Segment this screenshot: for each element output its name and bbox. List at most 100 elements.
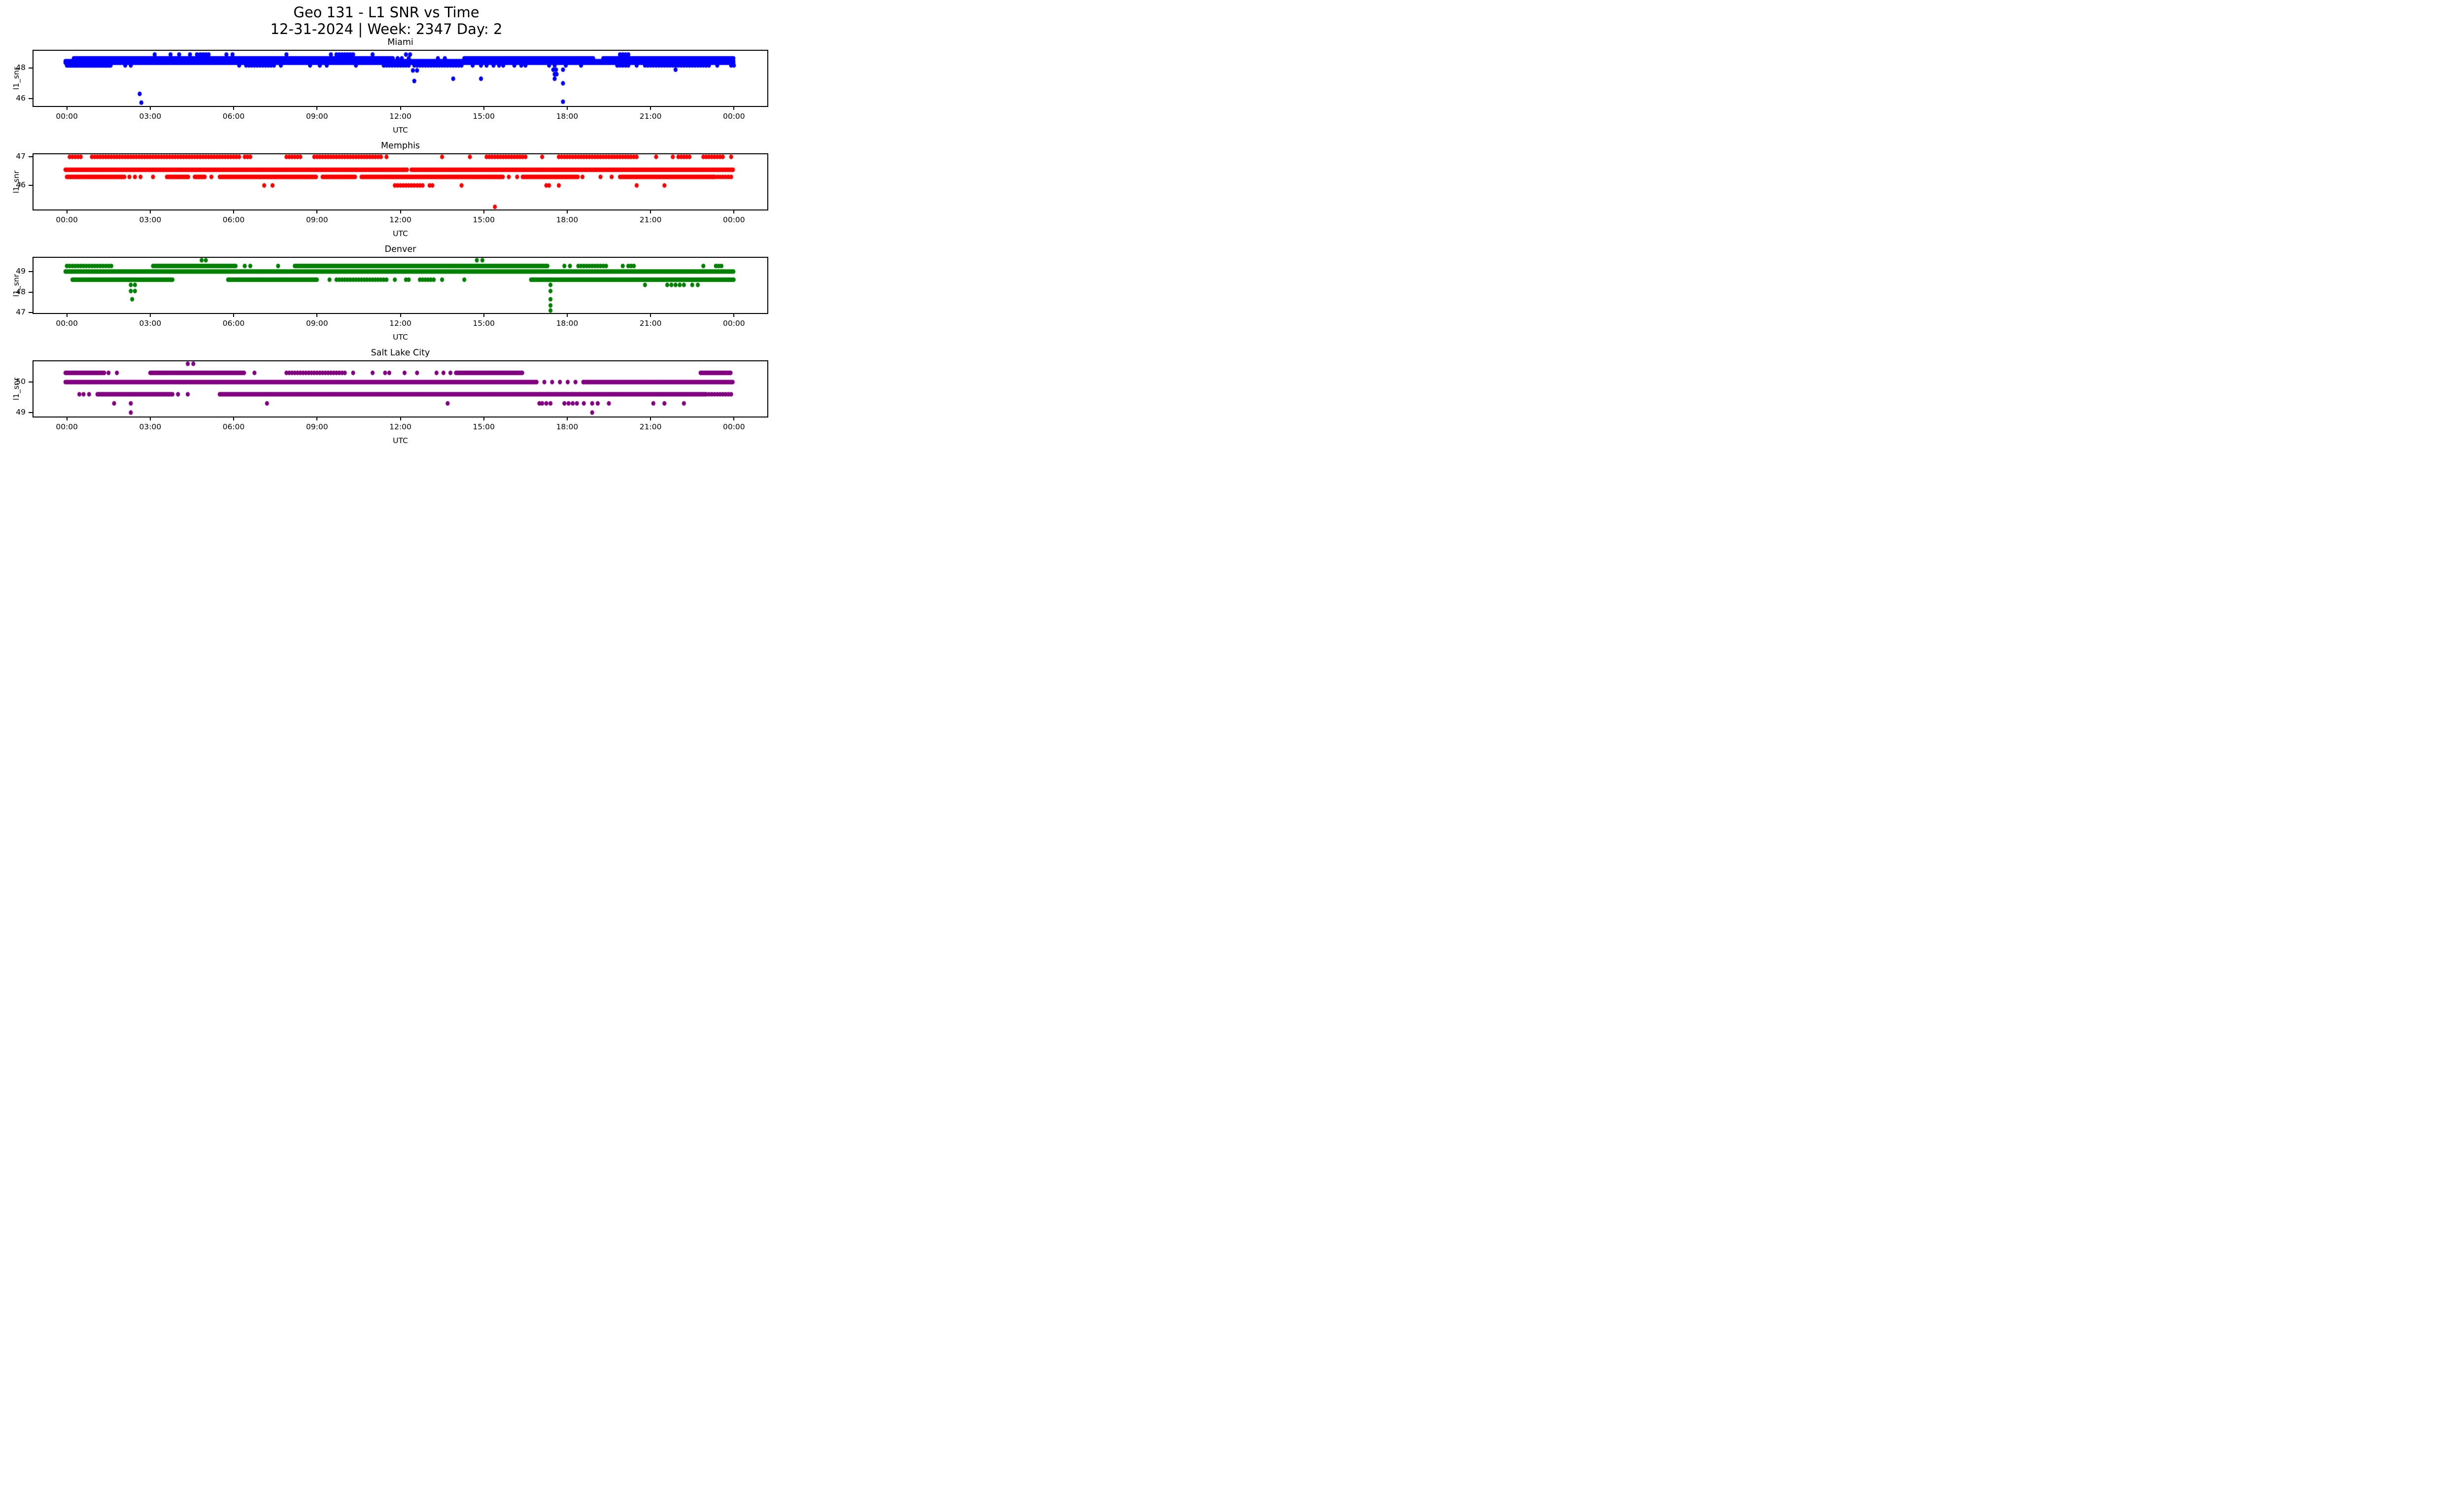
- subplot-title: Denver: [384, 244, 416, 254]
- x-tick-mark: [316, 417, 318, 420]
- x-tick-label: 12:00: [389, 215, 411, 224]
- x-axis-label: UTC: [393, 126, 408, 135]
- x-tick-label: 18:00: [556, 422, 579, 431]
- y-tick-label: 46: [16, 180, 26, 190]
- x-tick-label: 00:00: [722, 319, 745, 328]
- x-tick-mark: [149, 106, 151, 110]
- y-tick-mark: [29, 98, 33, 99]
- x-tick-mark: [233, 209, 235, 213]
- x-tick-mark: [316, 313, 318, 317]
- y-tick-label: 47: [16, 152, 26, 161]
- x-tick-label: 00:00: [722, 422, 745, 431]
- y-tick-label: 49: [16, 266, 26, 276]
- x-axis-label: UTC: [393, 333, 408, 342]
- x-tick-label: 00:00: [56, 215, 78, 224]
- x-tick-mark: [733, 106, 735, 110]
- x-tick-label: 03:00: [139, 422, 162, 431]
- x-tick-mark: [316, 209, 318, 213]
- x-tick-label: 00:00: [56, 319, 78, 328]
- subplot-title: Salt Lake City: [371, 348, 430, 358]
- y-axis-label: l1_snr: [12, 377, 21, 401]
- y-tick-label: 50: [16, 377, 26, 386]
- y-tick-label: 46: [16, 93, 26, 103]
- y-axis-label: l1_snr: [12, 67, 21, 90]
- x-tick-mark: [650, 209, 651, 213]
- x-tick-mark: [483, 106, 484, 110]
- figure-title: Geo 131 - L1 SNR vs Time: [293, 4, 479, 21]
- x-tick-label: 18:00: [556, 215, 579, 224]
- figure: Geo 131 - L1 SNR vs Time 12-31-2024 | We…: [0, 0, 773, 449]
- y-tick-mark: [29, 156, 33, 158]
- x-tick-label: 00:00: [722, 112, 745, 121]
- x-tick-mark: [483, 313, 484, 317]
- x-tick-mark: [316, 106, 318, 110]
- x-tick-label: 15:00: [473, 112, 495, 121]
- x-tick-mark: [149, 417, 151, 420]
- scatter-canvas: [34, 154, 767, 209]
- x-tick-mark: [483, 417, 484, 420]
- x-tick-label: 06:00: [222, 215, 245, 224]
- x-tick-label: 15:00: [473, 422, 495, 431]
- x-tick-label: 00:00: [56, 112, 78, 121]
- x-tick-label: 12:00: [389, 422, 411, 431]
- x-tick-mark: [733, 417, 735, 420]
- x-tick-label: 06:00: [222, 112, 245, 121]
- x-tick-mark: [233, 106, 235, 110]
- x-tick-label: 12:00: [389, 112, 411, 121]
- y-tick-mark: [29, 291, 33, 293]
- y-tick-label: 49: [16, 407, 26, 417]
- x-tick-mark: [566, 417, 568, 420]
- x-tick-mark: [650, 313, 651, 317]
- y-axis-label: l1_snr: [12, 274, 21, 297]
- scatter-canvas: [34, 51, 767, 106]
- x-tick-label: 03:00: [139, 319, 162, 328]
- plot-area: [29, 50, 768, 110]
- x-tick-mark: [566, 209, 568, 213]
- x-tick-label: 03:00: [139, 112, 162, 121]
- x-tick-label: 21:00: [639, 215, 662, 224]
- plot-area: [29, 360, 768, 420]
- x-tick-mark: [66, 417, 68, 420]
- x-tick-mark: [733, 313, 735, 317]
- x-tick-mark: [650, 417, 651, 420]
- x-tick-label: 06:00: [222, 319, 245, 328]
- x-tick-mark: [66, 106, 68, 110]
- plot-area: [29, 153, 768, 213]
- x-tick-label: 18:00: [556, 319, 579, 328]
- y-tick-mark: [29, 312, 33, 313]
- x-tick-label: 00:00: [56, 422, 78, 431]
- x-tick-mark: [733, 209, 735, 213]
- x-tick-mark: [66, 209, 68, 213]
- x-tick-label: 21:00: [639, 319, 662, 328]
- x-tick-mark: [66, 313, 68, 317]
- x-tick-label: 00:00: [722, 215, 745, 224]
- x-tick-mark: [149, 313, 151, 317]
- x-tick-mark: [233, 313, 235, 317]
- x-tick-mark: [566, 106, 568, 110]
- y-tick-label: 48: [16, 63, 26, 72]
- x-tick-mark: [400, 106, 401, 110]
- figure-subtitle: 12-31-2024 | Week: 2347 Day: 2: [270, 21, 503, 37]
- x-tick-mark: [400, 313, 401, 317]
- x-tick-mark: [400, 417, 401, 420]
- x-tick-label: 09:00: [306, 112, 328, 121]
- x-tick-mark: [566, 313, 568, 317]
- x-tick-mark: [400, 209, 401, 213]
- y-tick-label: 47: [16, 308, 26, 317]
- scatter-canvas: [34, 361, 767, 417]
- subplot-title: Memphis: [380, 141, 420, 151]
- x-tick-label: 09:00: [306, 319, 328, 328]
- x-tick-label: 21:00: [639, 422, 662, 431]
- y-tick-mark: [29, 185, 33, 186]
- y-tick-mark: [29, 271, 33, 272]
- x-tick-label: 15:00: [473, 319, 495, 328]
- x-tick-mark: [233, 417, 235, 420]
- x-tick-label: 06:00: [222, 422, 245, 431]
- x-tick-label: 21:00: [639, 112, 662, 121]
- x-axis-label: UTC: [393, 436, 408, 445]
- x-axis-label: UTC: [393, 229, 408, 238]
- x-tick-label: 09:00: [306, 422, 328, 431]
- subplot-title: Miami: [387, 37, 413, 47]
- x-tick-mark: [650, 106, 651, 110]
- y-axis-label: l1_snr: [12, 170, 21, 194]
